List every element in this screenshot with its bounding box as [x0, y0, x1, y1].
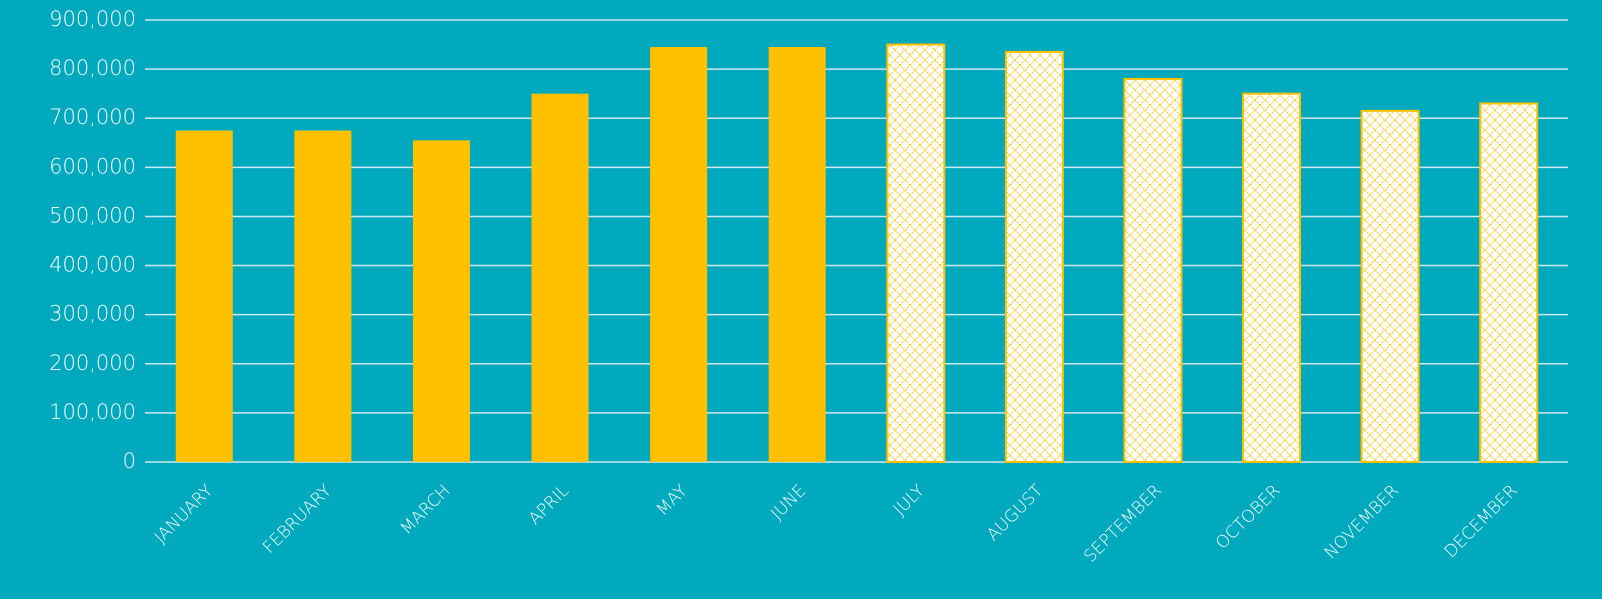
x-tick-label: JULY — [890, 481, 929, 520]
bar — [886, 43, 946, 464]
bar — [1123, 77, 1183, 464]
x-tick-label: APRIL — [525, 481, 573, 529]
bar — [768, 47, 826, 463]
x-tick-label: MARCH — [397, 481, 455, 539]
x-tick-label: SEPTEMBER — [1080, 481, 1166, 567]
x-tick-label: JANUARY — [151, 481, 218, 548]
bar — [1004, 50, 1064, 464]
y-tick-label: 800,000 — [49, 56, 136, 80]
x-tick-label: MAY — [653, 481, 692, 520]
x-tick-label: JUNE — [767, 481, 810, 524]
bar — [175, 130, 233, 462]
bar — [294, 130, 352, 462]
y-tick-label: 300,000 — [49, 302, 136, 326]
y-tick-label: 900,000 — [49, 7, 136, 31]
x-tick-label: AUGUST — [983, 481, 1048, 546]
bar — [1242, 92, 1302, 464]
y-tick-label: 0 — [123, 449, 136, 473]
y-tick-label: 500,000 — [49, 203, 136, 227]
y-tick-label: 600,000 — [49, 154, 136, 178]
x-tick-label: OCTOBER — [1212, 481, 1285, 554]
bar — [1360, 109, 1420, 463]
y-tick-label: 400,000 — [49, 253, 136, 277]
bar — [650, 47, 708, 463]
y-tick-label: 700,000 — [49, 105, 136, 129]
y-tick-label: 200,000 — [49, 351, 136, 375]
bar — [531, 93, 589, 463]
bar — [1479, 102, 1539, 463]
y-tick-label: 100,000 — [49, 400, 136, 424]
bar — [412, 140, 470, 463]
x-tick-label: NOVEMBER — [1321, 481, 1403, 563]
x-tick-label: FEBRUARY — [259, 481, 336, 558]
x-tick-label: DECEMBER — [1441, 481, 1522, 562]
